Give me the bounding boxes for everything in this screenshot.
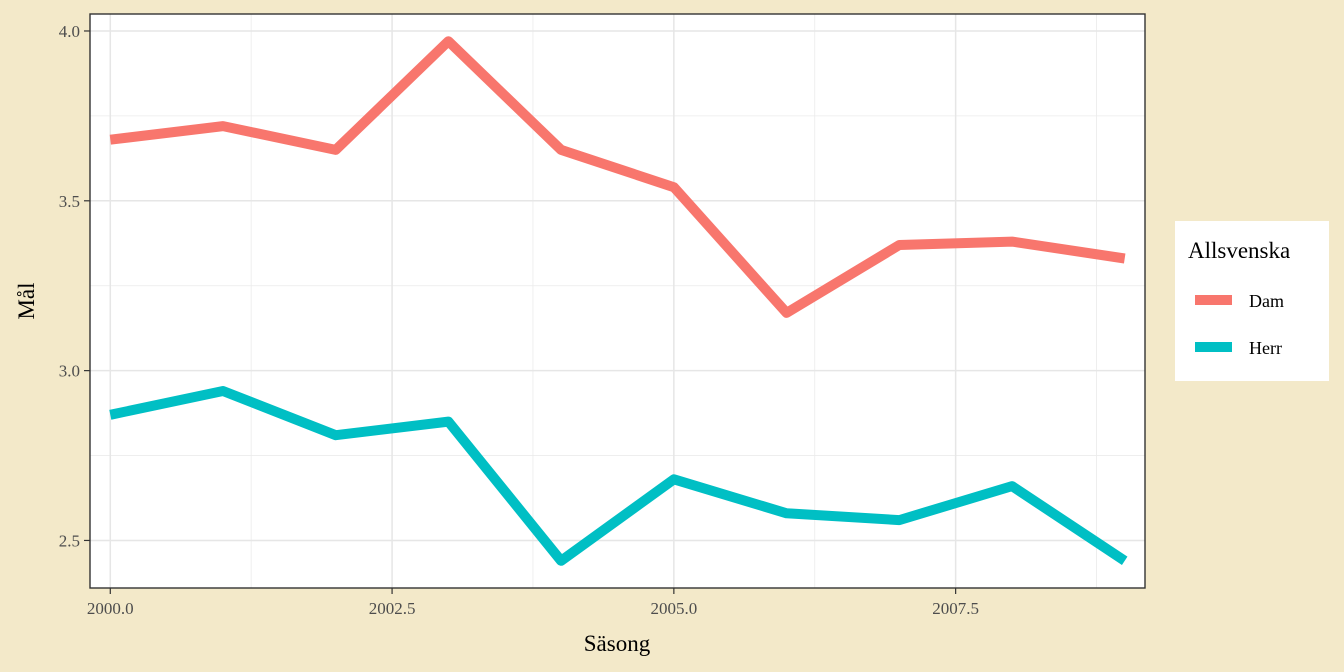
series-lines xyxy=(109,36,1128,566)
plot-panel xyxy=(90,14,1145,588)
x-tick-label: 2005.0 xyxy=(650,599,697,618)
series-line-herr xyxy=(109,386,1128,566)
x-tick-label: 2007.5 xyxy=(932,599,979,618)
x-axis-ticks: 2000.0 2002.5 2005.0 2007.5 xyxy=(87,588,979,618)
legend-label-herr: Herr xyxy=(1249,338,1282,358)
y-axis-title: Mål xyxy=(14,282,39,319)
x-tick-label: 2000.0 xyxy=(87,599,134,618)
legend-title: Allsvenska xyxy=(1188,238,1290,263)
y-tick-label: 4.0 xyxy=(59,22,80,41)
y-tick-label: 3.5 xyxy=(59,192,80,211)
y-tick-label: 2.5 xyxy=(59,531,80,550)
y-axis-ticks: 2.5 3.0 3.5 4.0 xyxy=(59,22,90,550)
legend: Allsvenska Dam Herr xyxy=(1175,221,1329,381)
y-tick-label: 3.0 xyxy=(59,362,80,381)
legend-label-dam: Dam xyxy=(1249,291,1284,311)
x-tick-label: 2002.5 xyxy=(369,599,416,618)
major-gridlines xyxy=(90,14,1145,588)
panel-border xyxy=(89,13,1146,589)
series-line-dam xyxy=(109,36,1126,318)
x-axis-title: Säsong xyxy=(584,631,651,656)
